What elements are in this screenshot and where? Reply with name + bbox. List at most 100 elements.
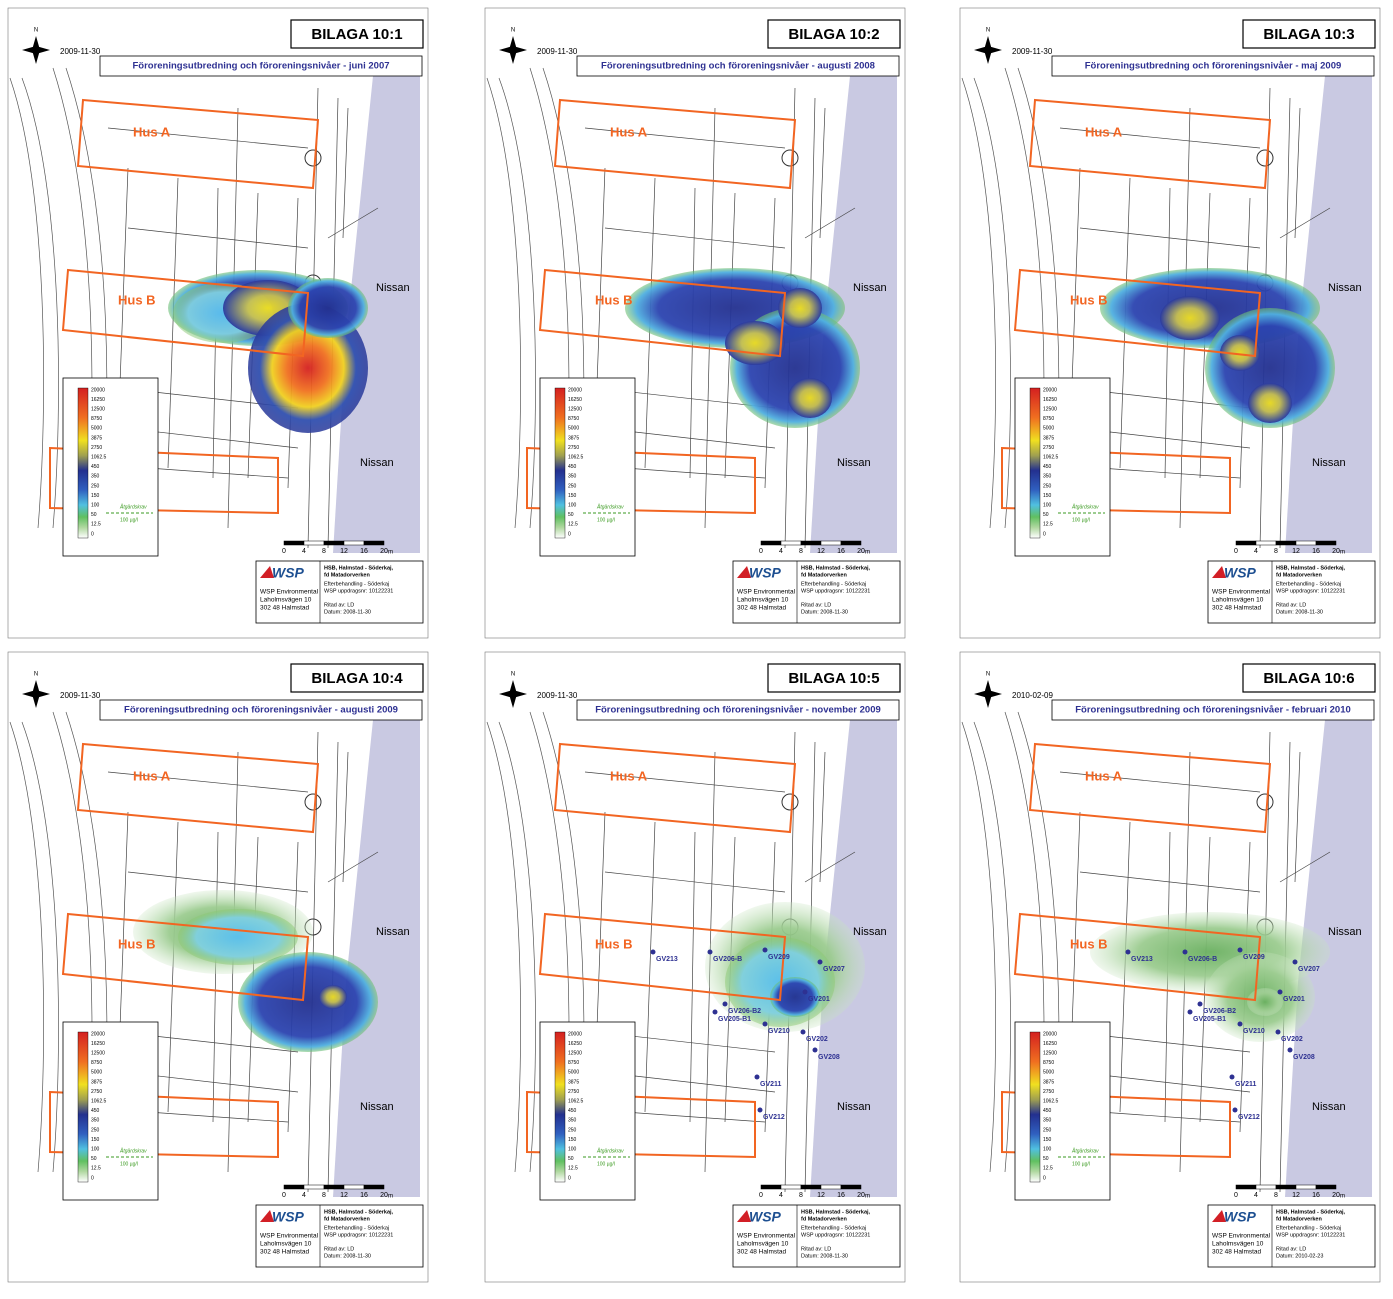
scale-segment — [284, 1185, 304, 1189]
scale-tick: 20 — [380, 1192, 388, 1199]
threshold-label: Åtgärdskrav — [596, 1147, 624, 1154]
legend-level: 100 — [91, 1147, 100, 1153]
well-label: GV209 — [1243, 954, 1265, 961]
legend-level: 5000 — [568, 1070, 579, 1076]
scale-tick: 8 — [1274, 548, 1278, 555]
legend-level: 3875 — [91, 435, 102, 441]
legend-level: 0 — [568, 1175, 571, 1181]
legend-level: 3875 — [1043, 435, 1054, 441]
legend-level: 12.5 — [568, 1166, 578, 1172]
legend-level: 250 — [1043, 1127, 1052, 1133]
scale-tick: 12 — [817, 548, 825, 555]
legend-level: 1062.5 — [1043, 1099, 1059, 1105]
company-line: WSP Environmental — [260, 1233, 319, 1240]
scale-tick: 16 — [837, 548, 845, 555]
scale-tick: 4 — [302, 1192, 306, 1199]
legend-level: 12500 — [568, 1051, 582, 1057]
legend-level: 8750 — [568, 1060, 579, 1066]
legend-level: 250 — [91, 483, 100, 489]
well-label: GV213 — [656, 956, 678, 963]
project-name: HSB, Halmstad - Söderkaj, — [1276, 565, 1346, 571]
scale-segment — [1276, 541, 1296, 545]
legend-colorbar — [1030, 388, 1040, 538]
well-point — [1198, 1002, 1203, 1007]
hus-b-label: Hus B — [595, 292, 633, 307]
scale-tick: 8 — [322, 548, 326, 555]
well-point — [713, 1010, 718, 1015]
legend-level: 2750 — [91, 445, 102, 451]
well-point — [1230, 1075, 1235, 1080]
scale-tick: 16 — [1312, 1192, 1320, 1199]
scale-tick: 16 — [1312, 548, 1320, 555]
threshold-value: 100 µg/l — [120, 1161, 138, 1167]
scale-segment — [821, 541, 841, 545]
north-label: N — [511, 28, 515, 34]
project-name: HSB, Halmstad - Söderkaj, — [324, 565, 394, 571]
scale-tick: 4 — [1254, 548, 1258, 555]
legend-level: 3875 — [91, 1079, 102, 1085]
scale-segment — [1316, 541, 1336, 545]
date-label: 2009-11-30 — [537, 691, 578, 700]
river-label: Nissan — [360, 457, 394, 469]
project-name: HSB, Halmstad - Söderkaj, — [1276, 1209, 1346, 1215]
legend-level: 5000 — [1043, 426, 1054, 432]
well-point — [651, 950, 656, 955]
project-name: fd Matadorverken — [1276, 1216, 1322, 1222]
project-name: fd Matadorverken — [801, 572, 847, 578]
project-detail: Efterbehandling - Söderkaj — [801, 581, 866, 587]
legend-level: 20000 — [1043, 387, 1057, 393]
datum: Datum: 2008-11-30 — [324, 609, 371, 615]
project-detail: WSP uppdragsnr: 10122231 — [1276, 1232, 1345, 1238]
well-label: GV210 — [768, 1028, 790, 1035]
scale-segment — [801, 1185, 821, 1189]
legend-level: 50 — [1043, 1156, 1049, 1162]
well-point — [758, 1108, 763, 1113]
legend-level: 16250 — [1043, 1041, 1057, 1047]
well-label: GV208 — [1293, 1054, 1315, 1061]
legend-level: 0 — [1043, 1175, 1046, 1181]
plume — [1160, 296, 1220, 340]
legend-level: 1062.5 — [1043, 455, 1059, 461]
well-point — [803, 990, 808, 995]
project-name: fd Matadorverken — [1276, 572, 1322, 578]
page: Hus AHus BNissanNissanN2009-11-30BILAGA … — [0, 0, 1393, 1299]
legend-level: 20000 — [568, 1031, 582, 1037]
project-detail: Efterbehandling - Söderkaj — [1276, 1225, 1341, 1231]
scale-tick: 8 — [322, 1192, 326, 1199]
plume — [725, 321, 785, 365]
scale-tick: 8 — [799, 1192, 803, 1199]
legend-level: 16250 — [568, 397, 582, 403]
project-detail: Efterbehandling - Söderkaj — [1276, 581, 1341, 587]
well-label: GV207 — [823, 966, 845, 973]
plume — [288, 278, 368, 338]
scale-tick: 12 — [340, 548, 348, 555]
scale-segment — [1236, 541, 1256, 545]
wsp-logo: WSP — [272, 565, 305, 581]
legend-level: 150 — [1043, 1137, 1052, 1143]
scale-tick: 20 — [1332, 548, 1340, 555]
legend-level: 450 — [568, 1108, 577, 1114]
threshold-value: 100 µg/l — [597, 517, 615, 523]
legend-level: 12500 — [91, 407, 105, 413]
threshold-label: Åtgärdskrav — [596, 503, 624, 510]
north-label: N — [34, 672, 38, 678]
bilaga-label: BILAGA 10:6 — [1263, 670, 1354, 687]
project-detail: WSP uppdragsnr: 10122231 — [1276, 588, 1345, 594]
wsp-logo: WSP — [1224, 565, 1257, 581]
scale-segment — [1236, 1185, 1256, 1189]
wsp-logo: WSP — [1224, 1209, 1257, 1225]
legend-level: 50 — [1043, 512, 1049, 518]
scale-segment — [304, 1185, 324, 1189]
legend-level: 2750 — [91, 1089, 102, 1095]
map-title: Föroreningsutbredning och föroreningsniv… — [124, 705, 398, 716]
company-line: Laholmsvägen 10 — [737, 1241, 789, 1248]
company-line: 302 48 Halmstad — [1212, 1249, 1262, 1256]
legend-level: 20000 — [91, 1031, 105, 1037]
well-point — [818, 960, 823, 965]
legend-level: 20000 — [91, 387, 105, 393]
well-label: GV207 — [1298, 966, 1320, 973]
legend-level: 12500 — [568, 407, 582, 413]
legend-level: 16250 — [91, 397, 105, 403]
legend-level: 100 — [91, 503, 100, 509]
legend-level: 150 — [1043, 493, 1052, 499]
